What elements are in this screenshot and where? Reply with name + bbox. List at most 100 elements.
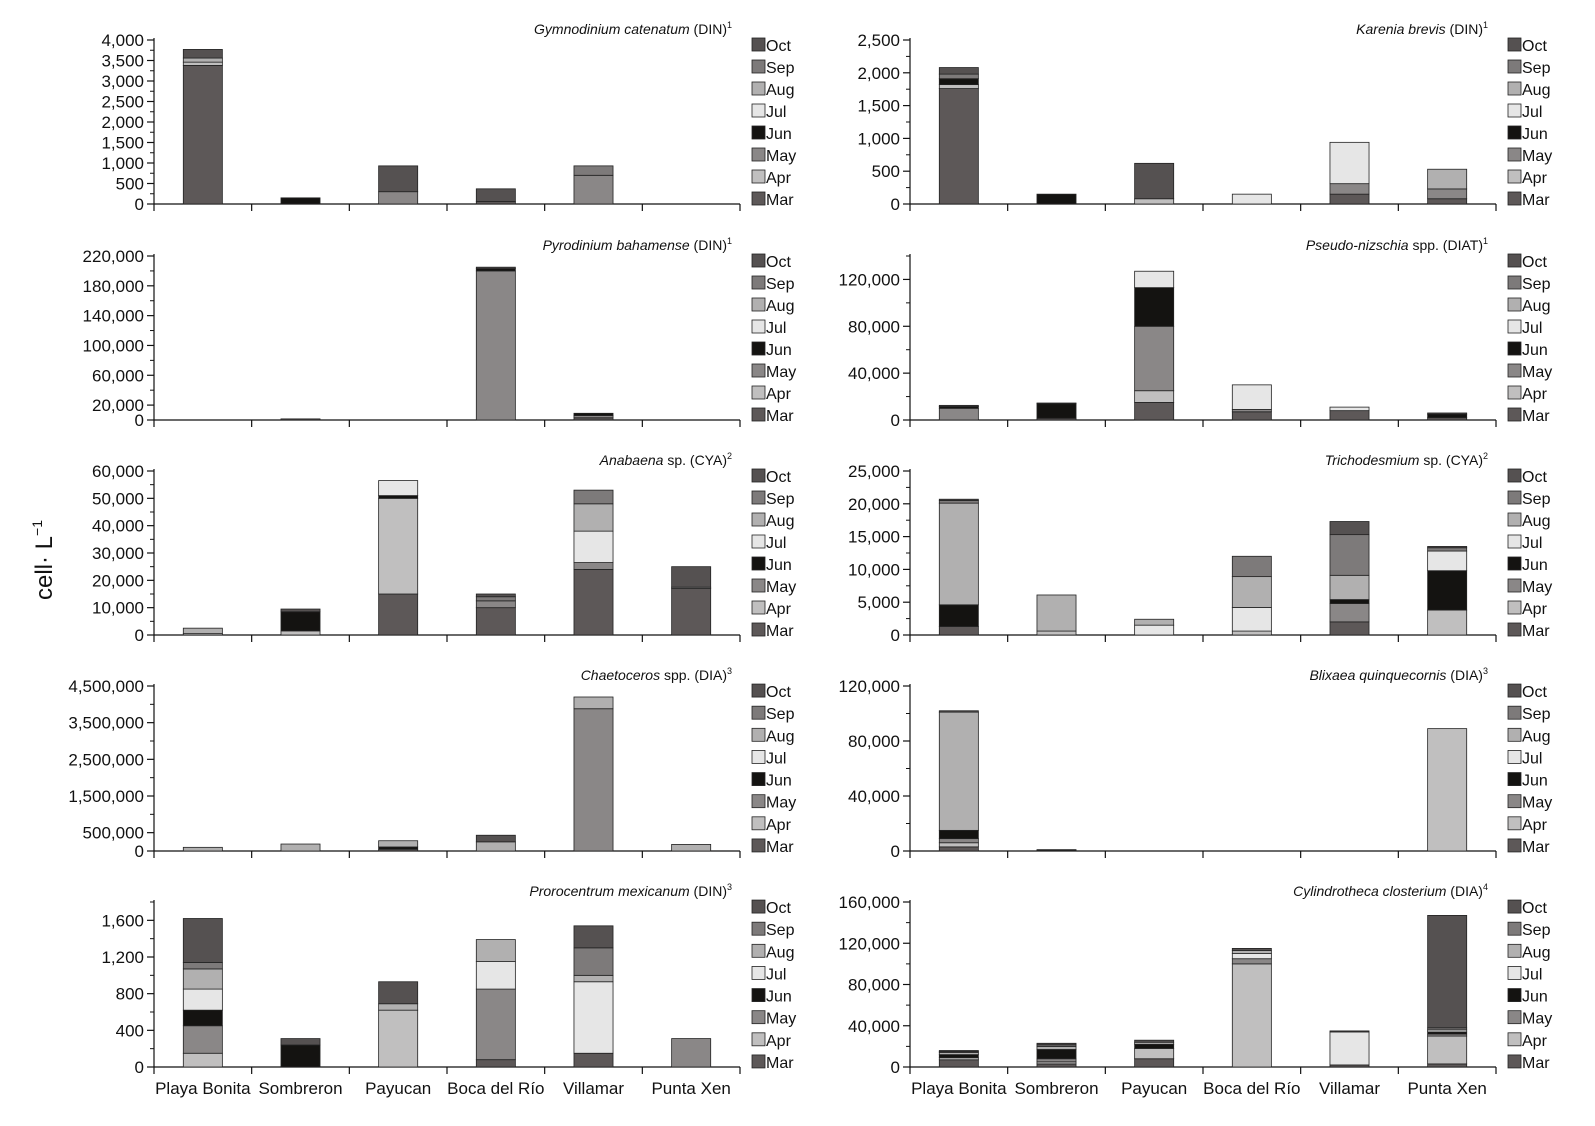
legend-swatch-may xyxy=(1507,578,1522,593)
bar-segment-aug xyxy=(1231,950,1272,954)
y-tick-label: 2,500,000 xyxy=(68,750,144,769)
bar-segment-mar xyxy=(280,418,321,421)
panel-title-group: (DIN) xyxy=(1446,21,1483,37)
x-category-label: Payucan xyxy=(1121,1079,1187,1098)
bar-segment-may xyxy=(475,988,516,1061)
legend-label: Sep xyxy=(766,922,795,939)
legend-swatch-may xyxy=(751,147,766,162)
legend-label: Aug xyxy=(1522,728,1550,745)
legend-swatch-mar xyxy=(1507,191,1522,206)
legend-swatch-oct xyxy=(751,899,766,914)
panel-title: Gymnodinium catenatum (DIN)1 xyxy=(534,20,732,37)
y-tick-label: 40,000 xyxy=(848,787,900,806)
legend-swatch-apr xyxy=(1507,385,1522,400)
panel-title-species: Prorocentrum mexicanum xyxy=(529,883,690,899)
legend-label: May xyxy=(766,148,796,165)
legend-label: Jun xyxy=(766,989,792,1006)
panel-title-species: Chaetoceros xyxy=(581,667,660,683)
legend-swatch-may xyxy=(751,1010,766,1025)
y-tick-label: 4,500,000 xyxy=(68,677,144,696)
panel-3: 020,000 60,000 100,000 140,000 180,000 220,00… xyxy=(83,236,797,430)
legend-swatch-sep xyxy=(751,490,766,505)
legend-label: Mar xyxy=(766,839,794,856)
bar-segment-oct xyxy=(1427,412,1468,415)
legend-label: Jul xyxy=(1522,966,1542,983)
bar-segment-sep xyxy=(475,596,516,602)
panel-title-group: (DIA) xyxy=(1446,883,1483,899)
bar-segment-mar xyxy=(182,65,223,205)
bar-segment-jun xyxy=(280,1044,321,1068)
panel-8: 0 40,000 80,000 120,000 Blixaea quinquecorni… xyxy=(839,666,1553,861)
y-tick-label: 20,000 xyxy=(848,495,900,514)
legend-label: May xyxy=(766,795,796,812)
bar-segment-jun xyxy=(1036,193,1077,205)
bar-segment-aug xyxy=(1036,1045,1077,1050)
legend-label: Oct xyxy=(1522,684,1547,701)
panel-title: Pyrodinium bahamense (DIN)1 xyxy=(543,236,732,253)
bar-segment-aug xyxy=(378,1003,419,1011)
bar-segment-oct xyxy=(378,981,419,1005)
panel-title-species: Gymnodinium catenatum xyxy=(534,21,690,37)
bar-segment-oct xyxy=(280,1038,321,1046)
legend-swatch-jul xyxy=(1507,966,1522,980)
legend-swatch-aug xyxy=(1507,727,1522,742)
legend-swatch-jul xyxy=(751,319,766,334)
panel-title-group: spp. (DIA) xyxy=(660,667,727,683)
legend-swatch-jun xyxy=(1507,988,1522,1002)
legend-label: Sep xyxy=(766,276,795,293)
bar-segment-oct xyxy=(573,925,614,949)
y-tick-label: 0 xyxy=(891,842,900,861)
bar-segment-oct xyxy=(1231,948,1272,951)
y-tick-label: 1,000 xyxy=(857,129,900,148)
bar-segment-sep xyxy=(573,165,614,176)
legend-swatch-oct xyxy=(1507,899,1522,914)
legend-label: Jul xyxy=(1522,320,1542,337)
legend-label: Oct xyxy=(1522,469,1547,486)
legend-swatch-jun xyxy=(751,125,766,140)
bar-segment-jun xyxy=(280,611,321,632)
legend-label: Oct xyxy=(766,38,791,55)
legend-swatch-oct xyxy=(751,37,766,52)
legend-label: Aug xyxy=(1522,513,1550,530)
panel-title-reference: 2 xyxy=(1483,451,1488,461)
x-category-label: Punta Xen xyxy=(1407,1079,1486,1098)
bar-segment-apr xyxy=(378,497,419,595)
bar-segment-oct xyxy=(1427,546,1468,549)
bar-segment-oct xyxy=(1036,1042,1077,1046)
bar-segment-jul xyxy=(1329,406,1370,412)
legend-label: Jul xyxy=(766,535,786,552)
bar-segment-oct xyxy=(1427,915,1468,1029)
bar-segment-aug xyxy=(378,840,419,848)
panel-5: 0 10,000 20,000 30,000 40,000 50,000 60,000 Ana… xyxy=(92,451,796,645)
legend: Oct Sep Aug Jul Jun May Apr Mar xyxy=(751,683,796,856)
legend-swatch-mar xyxy=(751,407,766,422)
y-tick-label: 40,000 xyxy=(92,517,144,536)
bar-segment-jun xyxy=(573,412,614,416)
bar-segment-sep xyxy=(1427,547,1468,552)
bar-segment-jun xyxy=(1036,1049,1077,1060)
panel-2: 0 500 1,000 1,500 2,000 2,500 Karenia brevis (… xyxy=(857,20,1552,214)
bar-segment-aug xyxy=(1329,574,1370,600)
legend: Oct Sep Aug Jul Jun May Apr Mar xyxy=(1507,683,1552,856)
y-tick-label: 2,000 xyxy=(101,113,144,132)
bar-segment-mar xyxy=(573,569,614,636)
legend-swatch-sep xyxy=(1507,921,1522,936)
legend-swatch-aug xyxy=(1507,81,1522,96)
legend-swatch-oct xyxy=(751,253,766,268)
legend-label: May xyxy=(766,364,796,381)
bar-segment-aug xyxy=(573,503,614,532)
legend-swatch-aug xyxy=(1507,943,1522,958)
panel-title-reference: 3 xyxy=(727,666,732,676)
legend-label: Jun xyxy=(1522,773,1548,790)
y-tick-label: 120,000 xyxy=(839,677,900,696)
bar-segment-may xyxy=(671,1038,712,1068)
legend-label: Jun xyxy=(1522,989,1548,1006)
bar-segment-mar xyxy=(1329,193,1370,205)
legend-label: May xyxy=(1522,1011,1552,1028)
bar-segment-apr xyxy=(938,842,979,848)
legend-label: Apr xyxy=(1522,1033,1548,1050)
legend-label: Jun xyxy=(1522,557,1548,574)
bar-segment-mar xyxy=(938,1059,979,1068)
bar-segment-oct xyxy=(938,404,979,407)
bar-segment-oct xyxy=(938,498,979,501)
